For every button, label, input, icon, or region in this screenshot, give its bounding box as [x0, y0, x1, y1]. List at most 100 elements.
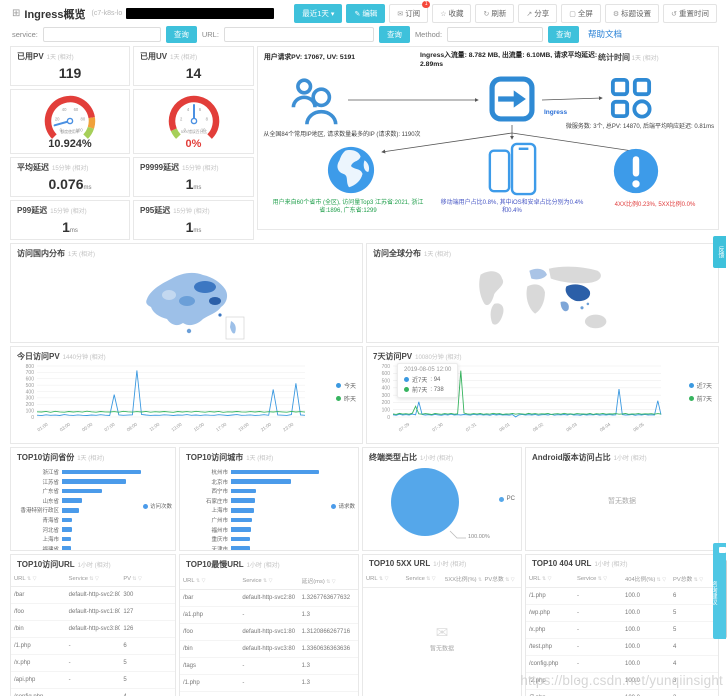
table-row: /bin default-http-svc3:80 1.3360636363636	[180, 640, 358, 658]
svg-text:08-05: 08-05	[632, 421, 645, 432]
row-line-charts: 今日访问PV 1440分钟 (相对) 0 100 200 300 400 500 600 700…	[10, 346, 719, 444]
legend-item[interactable]: 近7天	[688, 381, 712, 390]
panel-subtitle: 15分钟 (相对)	[173, 209, 210, 215]
table-row: /config.php -100.0 4	[526, 655, 718, 673]
svg-text:额度使用率: 额度使用率	[61, 129, 80, 134]
terminal-pie-chart[interactable]	[391, 468, 459, 536]
error-5xx-table[interactable]: URL ⇅ ▽Service ⇅ ▽5XX比例(%) ⇅ ▽PV总数 ⇅ ▽	[363, 570, 521, 588]
world-map[interactable]	[393, 261, 693, 339]
used-pv-value: 119	[58, 65, 82, 81]
url-search-button[interactable]: 查询	[378, 25, 410, 43]
panel-5xx-urls: TOP10 5XX URL 1小时 (相对) URL ⇅ ▽ Service ⇅ ▽…	[362, 554, 522, 696]
column-header[interactable]: 404比例(%) ⇅ ▽	[622, 570, 670, 588]
table-row: /tags -1.3	[180, 657, 358, 675]
column-header[interactable]: URL ⇅ ▽	[180, 572, 240, 590]
error-404-table[interactable]: URL ⇅ ▽ Service ⇅ ▽ 404比例(%) ⇅ ▽ PV总数 ⇅ ▽/1…	[526, 570, 718, 696]
column-header[interactable]: URL ⇅ ▽	[526, 570, 574, 588]
column-header[interactable]: 延迟(ms) ⇅ ▽	[298, 572, 358, 590]
panel-subtitle: 1小时 (相对)	[433, 562, 467, 568]
edit-button[interactable]: ✎ 编辑	[346, 4, 386, 23]
china-map[interactable]	[102, 261, 272, 341]
fullscreen-button[interactable]: ▢ 全屏	[561, 4, 601, 23]
svg-text:700: 700	[26, 370, 35, 376]
panel-subtitle: 15分钟 (相对)	[52, 166, 89, 172]
url-input[interactable]	[223, 26, 374, 42]
legend-item[interactable]: 昨天	[335, 394, 356, 403]
bar-row: 江苏省	[15, 478, 141, 486]
column-header[interactable]: URL ⇅ ▽	[11, 572, 66, 587]
mobile-devices-icon	[488, 142, 537, 196]
svg-text:08-02: 08-02	[532, 421, 545, 432]
terminal-legend[interactable]: PC	[498, 496, 515, 502]
column-header[interactable]: PV ⇅ ▽	[120, 572, 175, 587]
avg-latency-value: 0.076ms	[48, 176, 92, 192]
help-doc-link[interactable]: 帮助文档	[588, 29, 623, 39]
svg-text:13:00: 13:00	[170, 421, 183, 432]
slow-url-table[interactable]: URL ⇅ ▽ Service ⇅ ▽ 延迟(ms) ⇅ ▽/bar default-…	[180, 572, 358, 696]
panel-title: TOP10 5XX URL	[369, 559, 431, 568]
fullscreen-icon: ▢	[569, 10, 576, 18]
panel-title: P99延迟	[17, 206, 48, 215]
empty-state: ✉ 暂无数据	[429, 624, 455, 652]
svg-text:11:00: 11:00	[148, 421, 160, 432]
provinces-bar-chart[interactable]: 浙江省江苏省广东省山东省香港特别行政区青海省河北省上海市福建省北京市05001K…	[11, 465, 175, 550]
panel-title: 平均延迟	[17, 163, 49, 172]
service-search-button[interactable]: 查询	[165, 25, 197, 43]
svg-text:200: 200	[382, 400, 391, 406]
title-settings-button[interactable]: ⚙ 标题设置	[604, 4, 660, 23]
panel-subtitle: 1小时 (相对)	[420, 456, 454, 462]
bar-row: 浙江省	[15, 468, 141, 476]
svg-text:500: 500	[26, 383, 35, 389]
favorite-button[interactable]: ☆ 收藏	[432, 4, 472, 23]
redacted-text	[126, 8, 275, 19]
cities-bar-chart[interactable]: 杭州市北京市西宁市石家庄市上海市广州市福州市重庆市天津市深圳市020040060…	[180, 465, 358, 550]
column-header[interactable]: Service ⇅ ▽	[574, 570, 622, 588]
quota-gauge-value: 10.924%	[48, 138, 92, 150]
dashboard-grid-icon: ⊞	[12, 8, 21, 19]
service-input[interactable]	[42, 26, 161, 42]
table-row: /1.php -1.3	[180, 674, 358, 692]
svg-text:80: 80	[81, 116, 86, 121]
provinces-legend[interactable]: 访问次数	[142, 502, 172, 510]
feedback-tab[interactable]: 反馈	[713, 236, 726, 268]
consult-tab[interactable]: 咨询建议	[710, 543, 726, 639]
column-header[interactable]: PV总数 ⇅ ▽	[481, 570, 521, 588]
column-header[interactable]: Service ⇅ ▽	[402, 570, 442, 588]
bar-row: 上海市	[15, 535, 141, 543]
panel-world-map: 访问全球分布 1天 (相对)	[366, 243, 719, 343]
method-input[interactable]	[447, 26, 544, 42]
svg-text:500: 500	[382, 378, 391, 384]
method-search-button[interactable]: 查询	[548, 25, 580, 43]
row-top-charts: TOP10访问省份 1天 (相对) 浙江省 江苏省 广东省 山东省 香港特别行政区 青海省河…	[10, 447, 719, 551]
column-header[interactable]: PV总数 ⇅ ▽	[670, 570, 718, 588]
p95-latency-value: 1ms	[185, 219, 202, 235]
column-header[interactable]: Service ⇅ ▽	[239, 572, 299, 590]
refresh-icon: ↻	[483, 10, 490, 18]
time-range-button[interactable]: 最近1天 ▾	[294, 4, 343, 23]
visit-url-table[interactable]: URL ⇅ ▽ Service ⇅ ▽ PV ⇅ ▽/bar default-http…	[11, 572, 175, 696]
panel-week-pv: 7天访问PV 10080分钟 (相对) 0 100 200 300 400 500 600 70…	[366, 346, 719, 444]
refresh-button[interactable]: ↻ 刷新	[475, 4, 515, 23]
panel-subtitle: 1天 (相对)	[424, 252, 452, 258]
url-label: URL:	[201, 29, 219, 39]
column-header[interactable]: 5XX比例(%) ⇅ ▽	[442, 570, 482, 588]
svg-text:60: 60	[74, 107, 79, 112]
share-button[interactable]: ↗ 分享	[518, 4, 558, 23]
column-header[interactable]: URL ⇅ ▽	[363, 570, 403, 588]
topbar: ⊞ Ingress概览 (c7-k8s-lo 最近1天 ▾ ✎ 编辑 ✉ 订阅 1 ☆ 收…	[0, 0, 727, 24]
subscribe-button[interactable]: ✉ 订阅 1	[389, 1, 431, 23]
legend-item[interactable]: 前7天	[688, 394, 712, 403]
reset-time-button[interactable]: ↺ 重置时间	[663, 4, 717, 23]
table-row: /x.php -100.0 5	[526, 621, 718, 639]
svg-text:08-01: 08-01	[498, 421, 511, 432]
cities-legend[interactable]: 请求数	[331, 502, 355, 510]
today-pv-chart[interactable]: 0 100 200 300 400 500 600 700 800 01:00 03:00 05:00…	[15, 361, 309, 443]
bar-row: 西宁市	[184, 487, 324, 495]
table-row: /2.php-1.3	[180, 691, 358, 696]
column-header[interactable]: Service ⇅ ▽	[65, 572, 121, 587]
panel-terminal-pie: 终端类型占比 1小时 (相对) 100.00% PC	[362, 447, 522, 551]
legend-item[interactable]: 今天	[335, 381, 356, 390]
empty-state-text: 暂无数据	[608, 498, 636, 506]
gear-icon: ⚙	[612, 10, 620, 18]
p99-latency-value: 1ms	[62, 219, 78, 235]
